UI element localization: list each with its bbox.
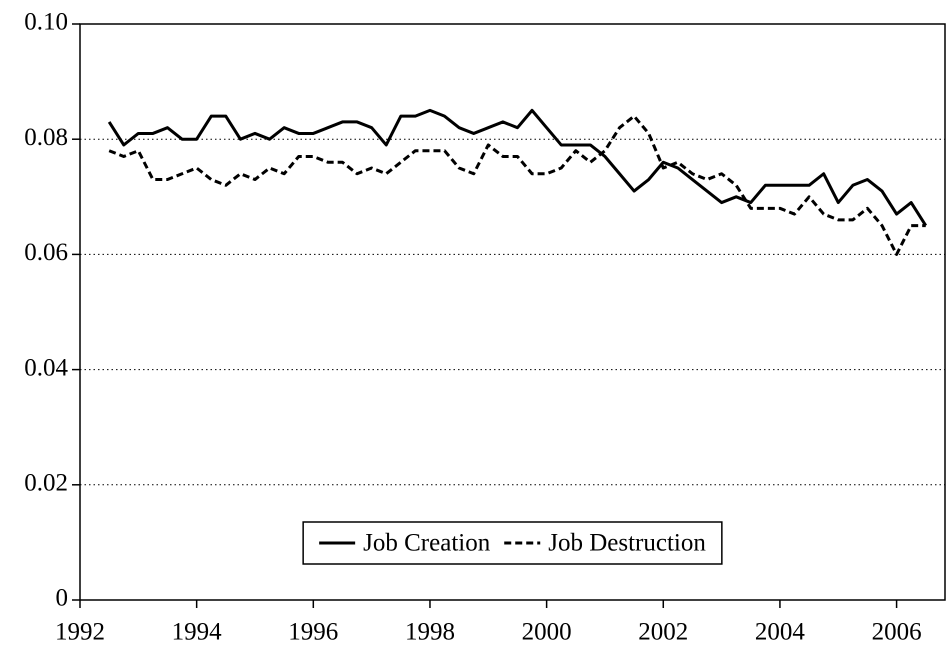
legend-label: Job Destruction (548, 530, 706, 557)
x-tick-label: 2002 (638, 619, 688, 646)
y-tick-label: 0.06 (24, 239, 68, 266)
x-tick-label: 1992 (55, 619, 105, 646)
x-tick-label: 1996 (288, 619, 338, 646)
x-tick-label: 2006 (872, 619, 922, 646)
y-tick-label: 0.02 (24, 470, 68, 497)
x-tick-label: 2004 (755, 619, 806, 646)
legend-label: Job Creation (363, 530, 491, 557)
series-line (108, 114, 926, 256)
x-tick-label: 1994 (172, 619, 223, 646)
legend-box (302, 521, 723, 565)
plot-frame (79, 23, 946, 601)
legend: Job Creation Job Destruction (302, 521, 723, 565)
x-tick-label: 2000 (522, 619, 572, 646)
y-tick-label: 0.10 (24, 9, 68, 36)
series-line (107, 108, 928, 227)
y-tick-label: 0.08 (24, 124, 68, 151)
x-tick-label: 1998 (405, 619, 455, 646)
y-tick-label: 0 (56, 585, 69, 612)
y-tick-label: 0.04 (24, 354, 68, 381)
